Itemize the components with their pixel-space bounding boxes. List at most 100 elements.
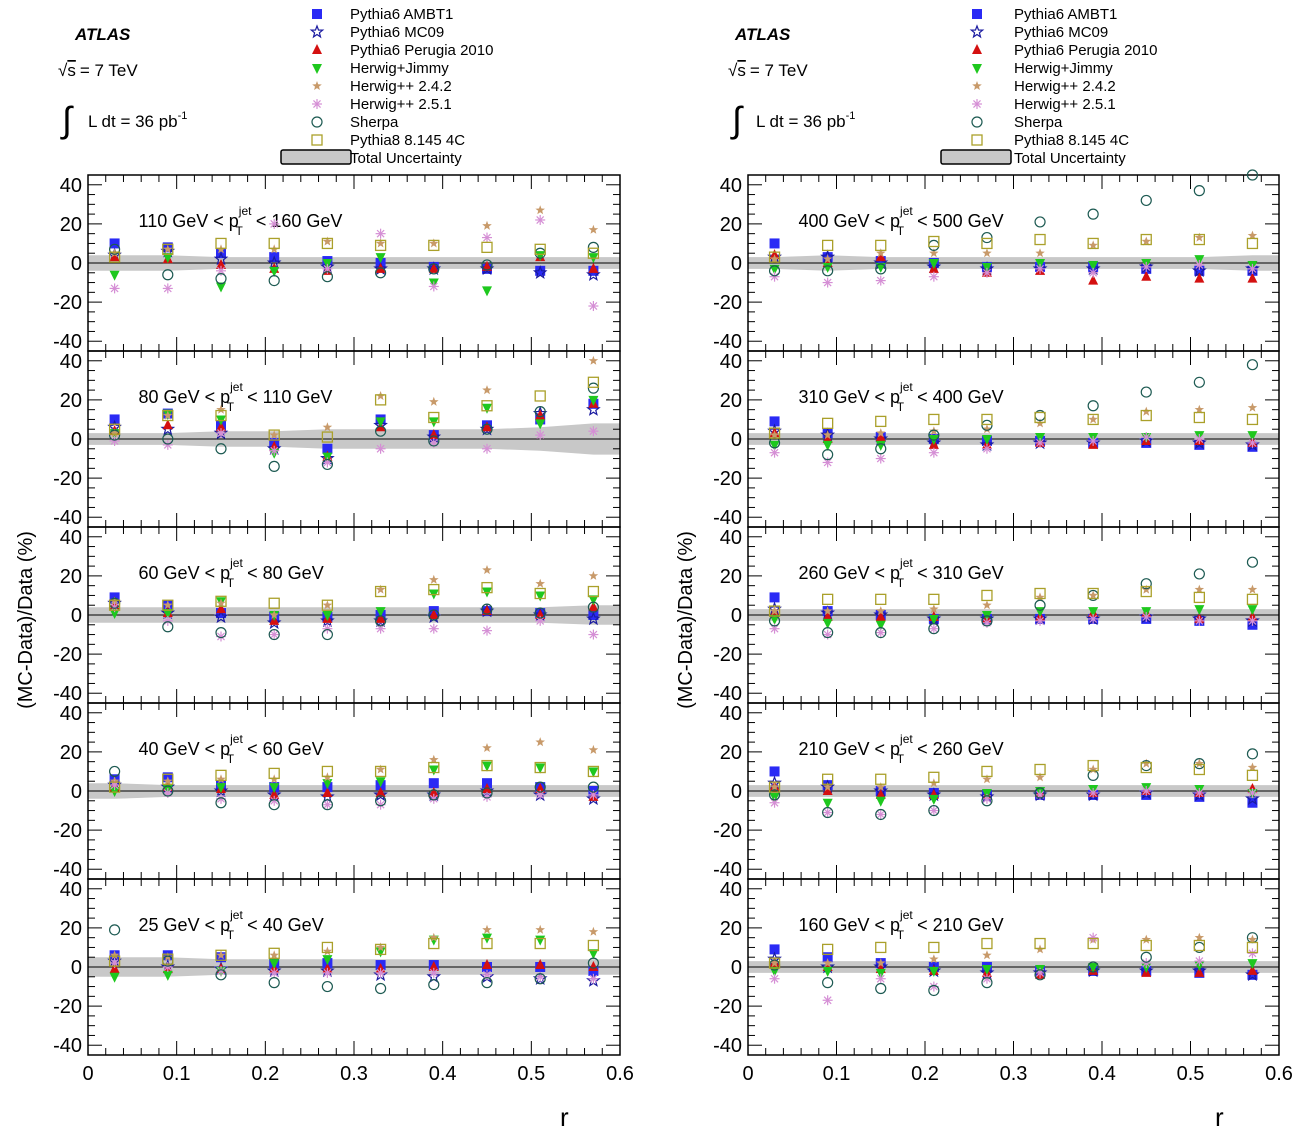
legend-item: Herwig++ 2.4.2 — [972, 78, 1116, 95]
legend-item: Pythia6 MC09 — [311, 24, 444, 41]
y-axis-title-left: (MC-Data)/Data (%) — [15, 531, 37, 709]
legend-label: Herwig++ 2.5.1 — [1014, 96, 1116, 113]
y-tick-label: 20 — [720, 566, 742, 588]
legend-marker — [311, 26, 322, 37]
series-markers — [110, 583, 599, 611]
data-point — [429, 281, 439, 291]
y-tick-label: 20 — [720, 742, 742, 764]
data-point — [535, 391, 545, 401]
data-point — [982, 600, 992, 609]
data-point — [1088, 614, 1098, 624]
chart-panel: 40 20 0 -20 -40 400 GeV < pjet T < 500 GeV — [713, 170, 1279, 353]
lumi-label-right: L dt = 36 pb-1 — [756, 110, 855, 131]
pt-prefix: 160 GeV < — [798, 915, 890, 935]
chart-panel: 40200-20-4080 GeV < pjet T < 110 GeV — [53, 351, 620, 529]
data-point — [982, 233, 992, 243]
data-point — [1035, 772, 1045, 781]
data-point — [1141, 432, 1151, 442]
chart-panel: 40 20 0 -20 -40 310 GeV < pjet T < 400 GeV — [713, 351, 1279, 529]
pt-subscript: T — [897, 400, 905, 414]
data-point — [1142, 935, 1152, 944]
y-tick-label: 0 — [731, 253, 742, 275]
legend-item: Pythia6 AMBT1 — [312, 6, 453, 23]
data-point — [876, 594, 886, 604]
data-point — [588, 242, 598, 252]
y-tick-label: 0 — [731, 429, 742, 451]
data-point — [429, 575, 439, 584]
data-point — [1088, 268, 1098, 278]
legend-marker — [972, 117, 982, 127]
pt-subscript: T — [897, 224, 905, 238]
legend-label: Sherpa — [350, 114, 399, 131]
data-point — [589, 225, 599, 234]
lumi-label-left: L dt = 36 pb-1 — [88, 110, 187, 131]
data-point — [1088, 436, 1098, 446]
data-point — [588, 630, 598, 640]
data-point — [376, 444, 386, 454]
legend-label: Total Uncertainty — [1014, 150, 1126, 167]
data-point — [322, 624, 332, 634]
legend-marker — [972, 99, 982, 109]
data-point — [110, 283, 120, 293]
x-tick-label: 0.2 — [911, 1063, 939, 1085]
data-point — [770, 238, 780, 248]
y-axis-title-right: (MC-Data)/Data (%) — [675, 531, 697, 709]
legend-marker — [971, 26, 982, 37]
data-point — [482, 286, 492, 296]
y-tick-label: 0 — [71, 429, 82, 451]
sqrt-s: s — [737, 61, 746, 80]
legend-marker — [972, 81, 982, 90]
chart-panel: 40200-20-40110 GeV < pjet T < 160 GeV — [53, 175, 620, 353]
data-point — [163, 283, 173, 293]
legend-marker — [312, 64, 322, 74]
y-tick-label: 20 — [60, 918, 82, 940]
pt-subscript: T — [227, 576, 235, 590]
data-point — [589, 571, 599, 580]
right-header: ATLAS √s = 7 TeV ∫ L dt = 36 pb-1 — [728, 25, 855, 140]
pt-prefix: 60 GeV < — [139, 563, 221, 583]
legend-label: Pythia6 Perugia 2010 — [1014, 42, 1157, 59]
data-point — [163, 616, 173, 626]
integral-symbol-right: ∫ — [730, 99, 744, 140]
y-tick-label: 20 — [60, 390, 82, 412]
data-point — [429, 980, 439, 990]
data-point — [823, 240, 833, 250]
pt-subscript: T — [227, 928, 235, 942]
data-point — [482, 221, 492, 230]
x-tick-label: 0.4 — [1088, 1063, 1116, 1085]
data-point — [588, 940, 598, 950]
x-tick-label: 0.5 — [1177, 1063, 1205, 1085]
x-axis-title-left: r — [560, 1102, 569, 1131]
x-tick-label: 0.6 — [1265, 1063, 1293, 1085]
data-point — [1247, 438, 1257, 448]
y-tick-label: 40 — [60, 703, 82, 725]
y-tick-label: -20 — [713, 292, 742, 314]
data-point — [1035, 235, 1045, 245]
data-point — [1247, 770, 1257, 780]
data-point — [770, 592, 780, 602]
data-point — [1141, 612, 1151, 622]
data-point — [429, 765, 439, 775]
x-tick-label: 0.4 — [429, 1063, 457, 1085]
pt-suffix: < 400 GeV — [912, 387, 1004, 407]
y-tick-label: 20 — [60, 214, 82, 236]
legend-item: Sherpa — [972, 114, 1063, 131]
chart-panel: 40200-20-4040 GeV < pjet T < 60 GeV — [53, 703, 620, 881]
data-point — [322, 982, 332, 992]
y-tick-label: 20 — [720, 918, 742, 940]
data-point — [1248, 403, 1258, 412]
data-point — [269, 598, 279, 608]
panel-pt-label: 400 GeV < pjet T < 500 GeV — [798, 204, 1003, 238]
pt-suffix: < 40 GeV — [242, 915, 324, 935]
y-tick-label: 0 — [731, 781, 742, 803]
y-tick-label: 0 — [731, 957, 742, 979]
data-point — [110, 271, 120, 281]
chart-panel: 40200-20-40260 GeV < pjet T < 310 GeV — [713, 527, 1279, 705]
panel-pt-label: 40 GeV < pjet T < 60 GeV — [139, 732, 324, 766]
legend-item: Herwig++ 2.4.2 — [312, 78, 452, 95]
data-point — [1247, 238, 1257, 248]
legend-label: Pythia6 AMBT1 — [350, 6, 453, 23]
data-point — [770, 448, 780, 458]
data-point — [1247, 264, 1257, 274]
data-point — [535, 936, 545, 946]
